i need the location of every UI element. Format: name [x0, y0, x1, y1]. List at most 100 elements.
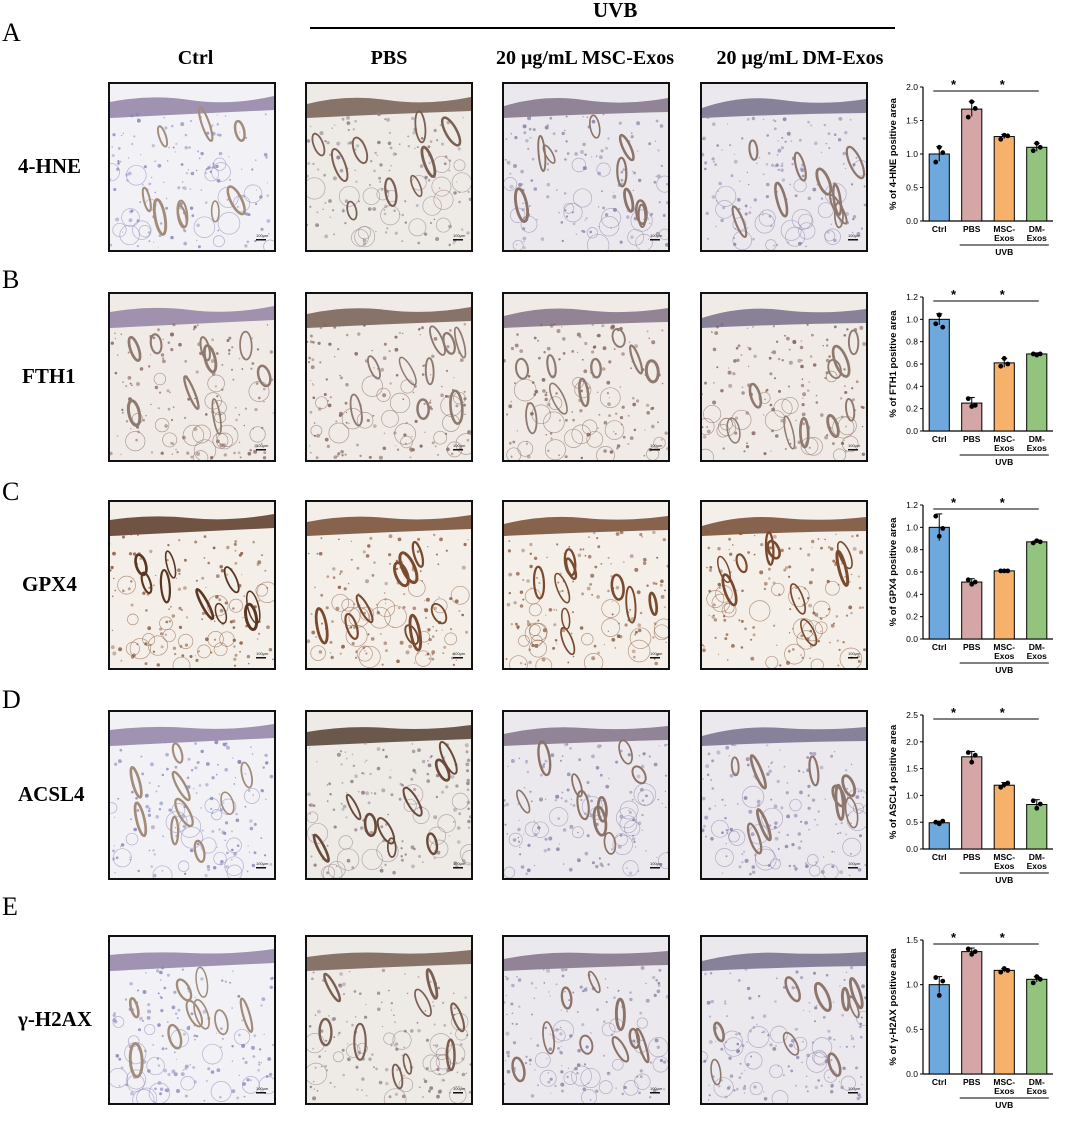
x-tick-label: Exos: [1027, 233, 1048, 243]
bar-msc-exos: [993, 362, 1015, 432]
data-point: [933, 513, 939, 519]
data-point: [933, 159, 939, 165]
data-point: [972, 949, 978, 955]
bar-dm-exos: [1026, 146, 1048, 222]
data-point: [1034, 140, 1040, 146]
significance-star: *: [1000, 705, 1006, 720]
data-point: [940, 324, 946, 330]
x-tick-label: DM-: [1029, 642, 1045, 652]
x-tick-label: PBS: [963, 434, 981, 444]
x-tick-label: Exos: [994, 443, 1015, 453]
data-point: [969, 99, 975, 105]
data-point: [1037, 144, 1043, 150]
data-point: [1005, 780, 1011, 786]
scale-bar-label: 100μm: [256, 861, 269, 866]
histology-image: 100μm: [700, 935, 868, 1105]
bar-ctrl: [928, 984, 950, 1075]
histology-image: 100μm: [700, 710, 868, 880]
scale-bar-label: 100μm: [256, 651, 269, 656]
data-point: [1034, 805, 1040, 811]
panel-letter-b: B: [2, 265, 20, 294]
bar-dm-exos: [1026, 353, 1048, 432]
data-point: [1005, 967, 1011, 973]
histology-image: 100μm: [305, 710, 473, 880]
y-axis-label: % of γ-H2AX positive area: [888, 948, 899, 1066]
histology-image: 100μm: [108, 82, 276, 252]
bar-msc-exos: [993, 969, 1015, 1075]
panel-letter-e: E: [2, 892, 18, 921]
row-label-marker: ACSL4: [18, 782, 85, 806]
bar-msc-exos: [993, 784, 1015, 850]
data-point: [1030, 540, 1036, 546]
row-label-marker: γ-H2AX: [18, 1007, 92, 1031]
y-tick-label: 2.0: [906, 737, 918, 747]
histology-image: 100μm: [502, 710, 670, 880]
column-label-pbs: PBS: [370, 47, 408, 69]
x-tick-label: DM-: [1029, 1077, 1045, 1087]
histology-image: 100μm: [502, 82, 670, 252]
x-tick-label: PBS: [963, 1077, 981, 1087]
x-tick-label: MSC-: [993, 224, 1015, 234]
y-tick-label: 0.8: [906, 545, 918, 555]
x-tick-label: Exos: [1027, 443, 1048, 453]
significance-star: *: [1000, 77, 1006, 92]
data-point: [1037, 351, 1043, 357]
bar-ctrl: [928, 822, 950, 850]
histology-image: 100μm: [700, 292, 868, 462]
column-label-ctrl: Ctrl: [177, 47, 214, 69]
y-axis-label: % of GPX4 positive area: [888, 517, 899, 626]
x-tick-label: DM-: [1029, 434, 1045, 444]
x-tick-label: Ctrl: [932, 852, 947, 862]
histology-image: 100μm: [700, 500, 868, 670]
bar-ctrl: [928, 526, 950, 640]
histology-image: 100μm: [305, 292, 473, 462]
data-point: [965, 750, 971, 755]
data-point: [969, 951, 975, 957]
y-tick-label: 0.0: [906, 1069, 918, 1079]
significance-star: *: [1000, 930, 1006, 945]
x-tick-label: PBS: [963, 642, 981, 652]
scale-bar-label: 100μm: [848, 861, 861, 866]
significance-star: *: [951, 77, 957, 92]
data-point: [998, 568, 1004, 574]
x-tick-label: Exos: [1027, 1086, 1048, 1096]
uvb-header-label: UVB: [593, 0, 638, 22]
y-tick-label: 1.0: [906, 149, 918, 159]
scale-bar-label: 100μm: [453, 861, 466, 866]
x-tick-label: DM-: [1029, 852, 1045, 862]
row-label-marker: FTH1: [22, 364, 76, 388]
scale-bar-label: 100μm: [848, 1086, 861, 1091]
data-point: [1005, 133, 1011, 139]
data-point: [998, 784, 1004, 790]
data-point: [936, 312, 942, 318]
significance-star: *: [951, 930, 957, 945]
data-point: [1005, 568, 1011, 574]
data-point: [936, 533, 942, 539]
x-tick-label: Ctrl: [932, 642, 947, 652]
significance-star: *: [951, 287, 957, 302]
histology-image: 100μm: [700, 82, 868, 252]
scale-bar-label: 100μm: [256, 1086, 269, 1091]
histology-image: 100μm: [108, 292, 276, 462]
data-point: [1030, 148, 1036, 154]
data-point: [1005, 361, 1011, 367]
scale-bar-label: 100μm: [650, 443, 663, 448]
data-point: [936, 144, 942, 150]
scale-bar-label: 100μm: [650, 233, 663, 238]
significance-star: *: [1000, 287, 1006, 302]
data-point: [933, 975, 939, 980]
data-point: [1037, 801, 1043, 807]
bar-pbs: [961, 581, 983, 640]
data-point: [1037, 976, 1043, 982]
histology-image: 100μm: [305, 500, 473, 670]
y-tick-label: 1.0: [906, 980, 918, 990]
y-tick-label: 1.5: [906, 116, 918, 126]
y-axis-label: % of 4-HNE positive area: [888, 97, 899, 210]
y-tick-label: 1.2: [906, 500, 918, 510]
bar-dm-exos: [1026, 804, 1048, 850]
group-label: UVB: [995, 665, 1013, 675]
x-tick-label: Exos: [994, 861, 1015, 871]
y-tick-label: 1.0: [906, 522, 918, 532]
y-tick-label: 2.0: [906, 82, 918, 92]
x-tick-label: Ctrl: [932, 434, 947, 444]
